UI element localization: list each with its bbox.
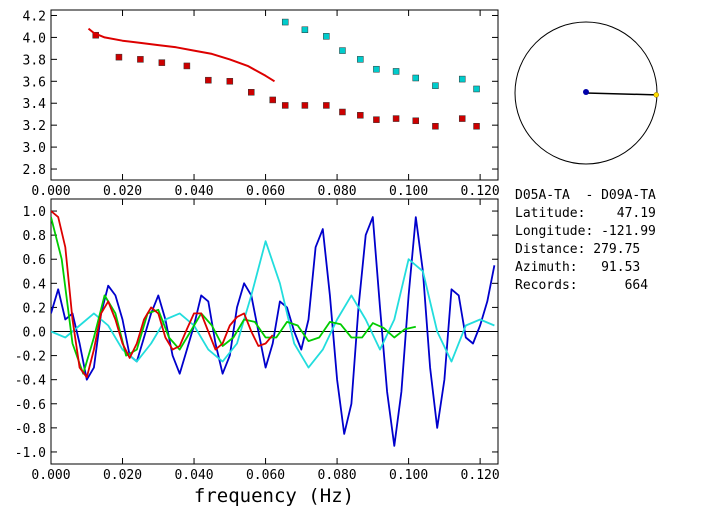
x-tick-label: 0.040 [174, 468, 213, 483]
correlation-x-axis: 0.000 0.020 0.040 0.060 0.080 0.100 0.120 [31, 199, 500, 483]
data-point [392, 115, 400, 122]
station-pair-title: D05A-TA - D09A-TA [515, 188, 656, 203]
correlation-series [51, 210, 496, 447]
y-tick-label: 3.2 [23, 119, 46, 134]
data-point [183, 62, 191, 70]
data-point [432, 82, 439, 89]
data-point [373, 116, 380, 123]
y-tick-label: 4.0 [23, 31, 46, 46]
y-tick-label: 0.0 [23, 326, 46, 341]
azimuth-plot [514, 21, 660, 165]
x-tick-label: 0.100 [389, 468, 428, 483]
data-point [458, 75, 466, 83]
data-point [158, 59, 166, 66]
data-point [301, 102, 309, 109]
distance-line: Distance: 279.75 [515, 242, 640, 257]
data-point [281, 18, 289, 26]
data-point [248, 89, 255, 96]
y-tick-label: -0.8 [15, 422, 46, 437]
station-a-marker [583, 89, 589, 95]
data-point [432, 123, 439, 130]
x-tick-label: 0.000 [31, 184, 70, 199]
x-axis-title: frequency (Hz) [194, 485, 354, 507]
azimuth-line-text: Azimuth: 91.53 [515, 260, 640, 275]
y-tick-label: 3.4 [23, 97, 47, 112]
data-point [323, 33, 330, 40]
series-line [87, 27, 276, 83]
data-point [137, 56, 144, 63]
series-line [51, 216, 496, 447]
data-point [339, 108, 346, 116]
data-point [301, 26, 309, 33]
data-point [473, 123, 480, 130]
y-tick-label: 1.0 [23, 205, 46, 220]
data-point [115, 53, 123, 61]
velocity-x-axis: 0.000 0.020 0.040 0.060 0.080 0.100 0.120 [31, 10, 500, 199]
x-tick-label: 0.020 [103, 184, 142, 199]
x-tick-label: 0.080 [318, 468, 357, 483]
y-tick-label: 0.2 [23, 301, 46, 316]
data-point [226, 78, 234, 85]
y-tick-label: -0.2 [15, 350, 46, 365]
data-point [205, 76, 212, 84]
data-point [473, 85, 480, 93]
velocity-panel-frame [50, 9, 499, 181]
data-point [373, 65, 380, 73]
data-point [339, 47, 346, 54]
velocity-y-axis: 2.8 3.0 3.2 3.4 3.6 3.8 4.0 4.2 [23, 9, 498, 178]
y-tick-label: 0.8 [23, 229, 46, 244]
data-point [323, 102, 330, 109]
x-tick-label: 0.060 [246, 468, 285, 483]
data-point [458, 115, 466, 122]
data-point [412, 74, 420, 82]
data-point [269, 96, 276, 104]
x-tick-label: 0.100 [389, 184, 428, 199]
data-point [281, 102, 289, 109]
latitude-line: Latitude: 47.19 [515, 206, 656, 221]
y-tick-label: -0.6 [15, 398, 46, 413]
y-tick-label: 3.6 [23, 75, 46, 90]
y-tick-label: 0.4 [23, 277, 47, 292]
x-tick-label: 0.040 [174, 184, 213, 199]
station-b-marker [653, 92, 660, 98]
x-tick-label: 0.080 [318, 184, 357, 199]
y-tick-label: 2.8 [23, 163, 46, 178]
correlation-y-axis: 1.0 0.8 0.6 0.4 0.2 0.0 -0.2 -0.4 -0.6 -0.8 -1.0 [15, 205, 498, 461]
correlation-panel: 1.0 0.8 0.6 0.4 0.2 0.0 -0.2 -0.4 -0.6 -0.8 -1.0 0… [15, 198, 500, 507]
y-tick-label: -0.4 [15, 374, 46, 389]
data-point [412, 117, 420, 125]
data-point [357, 112, 364, 119]
azimuth-line [585, 92, 657, 96]
series-line [51, 216, 416, 375]
records-line: Records: 664 [515, 278, 648, 293]
x-tick-label: 0.000 [31, 468, 70, 483]
y-tick-label: 0.6 [23, 253, 46, 268]
data-point [357, 56, 364, 63]
velocity-series [87, 18, 480, 130]
y-tick-label: 3.8 [23, 53, 46, 68]
x-tick-label: 0.060 [246, 184, 285, 199]
y-tick-label: 3.0 [23, 141, 46, 156]
x-tick-label: 0.120 [461, 184, 500, 199]
data-point [392, 68, 400, 75]
x-tick-label: 0.120 [461, 468, 500, 483]
longitude-line: Longitude: -121.99 [515, 224, 656, 239]
y-tick-label: -1.0 [15, 446, 46, 461]
x-tick-label: 0.020 [103, 468, 142, 483]
series-line [51, 210, 274, 379]
velocity-panel: 2.8 3.0 3.2 3.4 3.6 3.8 4.0 4.2 0.000 0.020 0.040… [23, 9, 500, 199]
y-tick-label: 4.2 [23, 9, 46, 24]
info-block: D05A-TA - D09A-TA Latitude: 47.19 Longit… [515, 188, 656, 293]
